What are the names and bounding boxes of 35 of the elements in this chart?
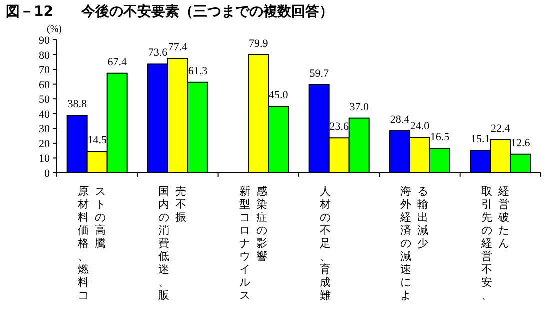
- data-label: 73.6: [148, 47, 168, 60]
- y-tick-label: 0: [44, 168, 50, 180]
- data-label: 61.3: [188, 65, 208, 78]
- data-label: 77.4: [168, 42, 188, 54]
- data-label: 59.7: [310, 68, 330, 80]
- data-label: 38.8: [68, 98, 88, 111]
- data-label: 45.0: [269, 90, 289, 102]
- category-label: 新型コロナウイルス感染症の影響: [239, 185, 268, 302]
- category-label: 人材の不足、育成難: [320, 185, 331, 302]
- y-tick-label: 60: [39, 79, 50, 92]
- data-label: 37.0: [350, 101, 370, 114]
- data-label: 22.4: [491, 122, 511, 135]
- category-label: 海外経済の減速による輸出減少: [400, 185, 429, 302]
- data-label: 14.5: [88, 134, 108, 147]
- y-tick-label: 30: [39, 124, 50, 136]
- y-tick-label: 70: [39, 64, 50, 77]
- data-label: 67.4: [108, 56, 128, 68]
- data-label: 24.0: [410, 120, 430, 133]
- y-tick-label: 20: [39, 138, 50, 150]
- data-label: 23.6: [330, 121, 350, 134]
- data-label: 28.4: [390, 114, 410, 126]
- data-label: 16.5: [430, 132, 450, 144]
- y-tick-label: 80: [39, 50, 50, 62]
- y-axis-title: (%): [47, 24, 62, 35]
- y-tick-label: 40: [39, 108, 50, 121]
- y-tick-label: 90: [39, 35, 50, 47]
- category-label: 取引先の経営不安、経営破たん: [481, 185, 510, 302]
- chart-title: 図－12 今後の不安要素（三つまでの複数回答）: [6, 3, 334, 21]
- data-label: 12.6: [511, 137, 531, 150]
- category-label: 国内の消費低迷、販売不振: [158, 185, 187, 302]
- category-label: 原材料価格、燃料コストの高騰: [78, 185, 106, 302]
- y-tick-label: 10: [39, 153, 50, 166]
- data-label: 79.9: [249, 38, 269, 50]
- data-label: 15.1: [471, 134, 490, 146]
- y-tick-label: 50: [39, 94, 50, 106]
